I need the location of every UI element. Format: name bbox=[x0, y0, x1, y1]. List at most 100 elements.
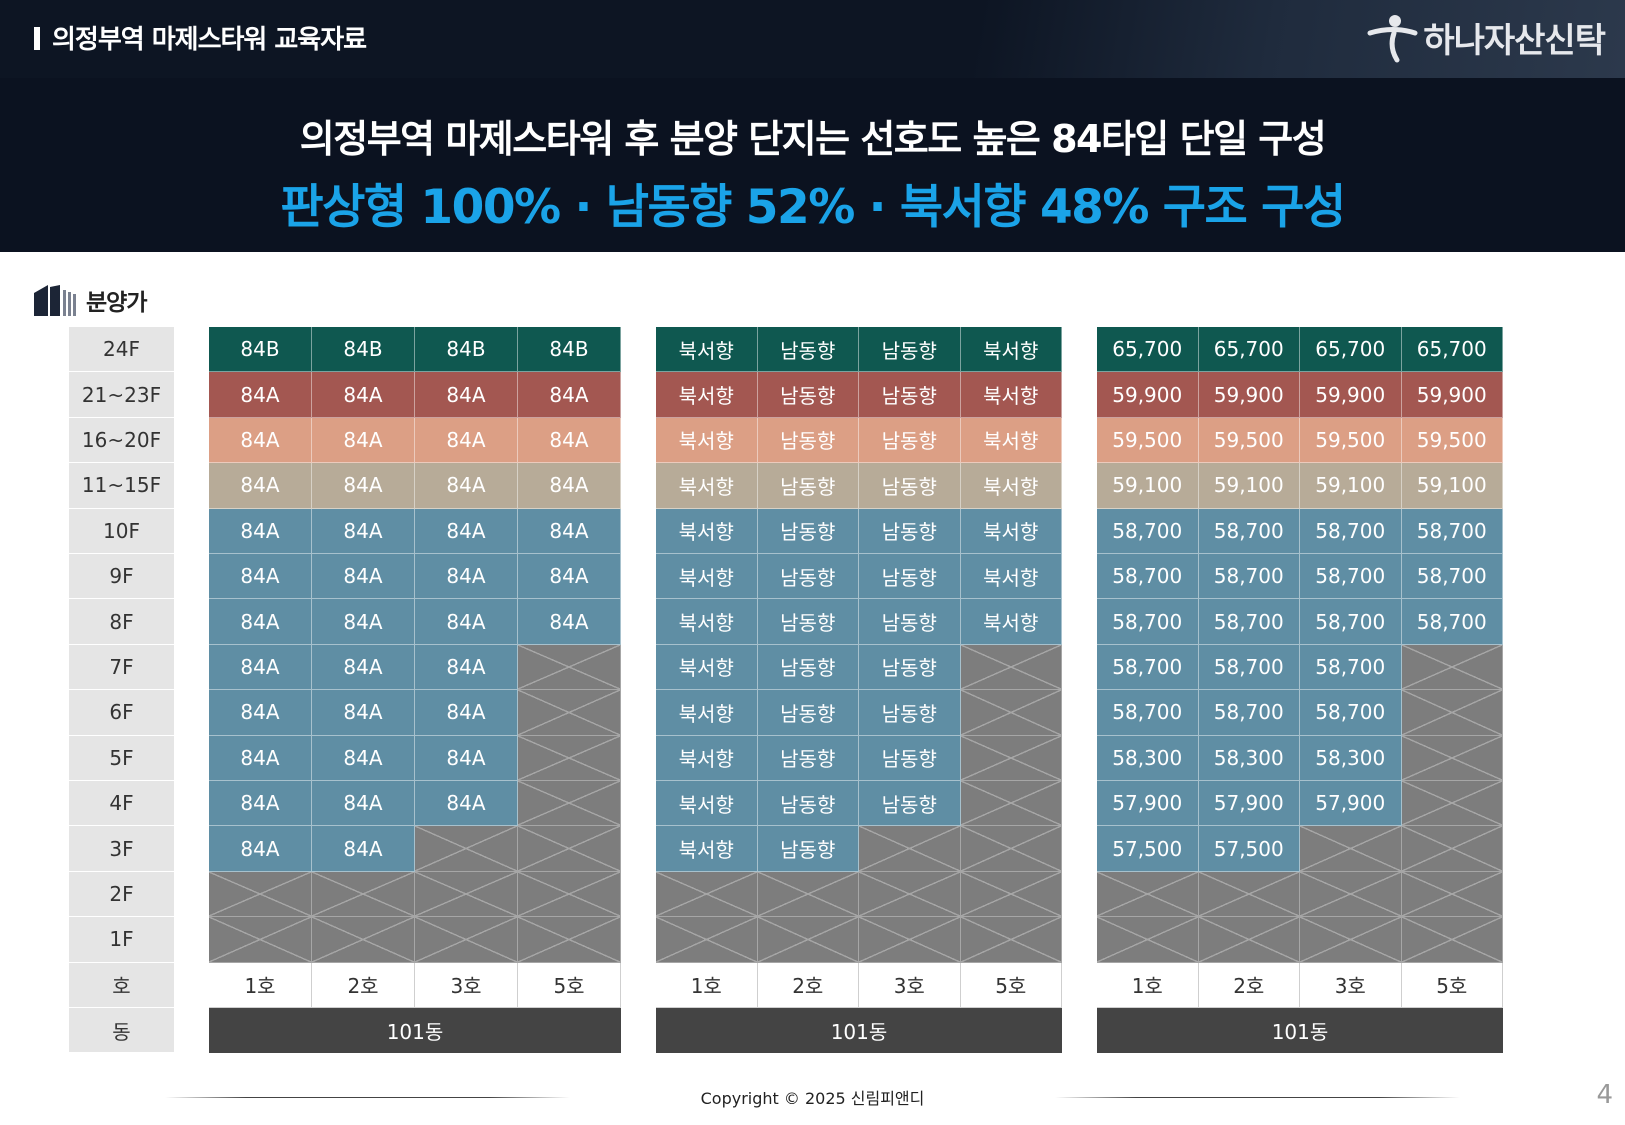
type-table-unit-label: 3호 bbox=[415, 962, 518, 1008]
direction-table-cell: 남동향 bbox=[757, 463, 859, 509]
direction-table-unit-label: 5호 bbox=[960, 962, 1062, 1008]
floor-label: 7F bbox=[69, 644, 174, 691]
price-table-empty-cell bbox=[1198, 871, 1300, 918]
type-table-empty-cell bbox=[518, 917, 621, 963]
type-table-cell: 84A bbox=[415, 417, 518, 464]
floor-label: 21~23F bbox=[69, 372, 174, 418]
floor-label: 3F bbox=[69, 826, 174, 872]
type-table-cell: 84A bbox=[209, 781, 312, 827]
price-table-cell: 58,700 bbox=[1097, 690, 1199, 736]
type-table-cell: 84A bbox=[518, 508, 621, 554]
type-table-empty-cell bbox=[415, 917, 518, 963]
floor-label: 16~20F bbox=[69, 417, 174, 464]
type-table-cell: 84A bbox=[312, 735, 415, 781]
direction-table-empty-cell bbox=[960, 826, 1062, 872]
direction-table-cell: 남동향 bbox=[757, 327, 859, 373]
direction-table-cell: 남동향 bbox=[757, 781, 859, 827]
type-table-cell: 84A bbox=[209, 644, 312, 691]
price-table-cell: 58,300 bbox=[1198, 735, 1300, 781]
price-table-cell: 58,700 bbox=[1097, 554, 1199, 600]
price-table-cell: 57,900 bbox=[1097, 781, 1199, 827]
row-label-unit: 호 bbox=[69, 962, 174, 1008]
type-table-cell: 84A bbox=[415, 644, 518, 691]
direction-table-cell: 남동향 bbox=[859, 372, 961, 418]
top-bar: 의정부역 마제스타워 교육자료 하나자산신탁 bbox=[0, 0, 1625, 78]
price-table-cell: 58,700 bbox=[1097, 599, 1199, 645]
type-table-empty-cell bbox=[518, 690, 621, 736]
direction-table-cell: 남동향 bbox=[859, 554, 961, 600]
price-table-cell: 59,900 bbox=[1401, 372, 1503, 418]
direction-table-cell: 남동향 bbox=[757, 599, 859, 645]
price-table-empty-cell bbox=[1401, 644, 1503, 691]
price-table-cell: 58,700 bbox=[1401, 508, 1503, 554]
direction-table-cell: 북서향 bbox=[656, 781, 758, 827]
direction-table-empty-cell bbox=[656, 917, 758, 963]
type-table-unit-label: 2호 bbox=[312, 962, 415, 1008]
price-table-cell: 58,700 bbox=[1198, 599, 1300, 645]
type-table-cell: 84A bbox=[415, 508, 518, 554]
price-table-cell: 58,700 bbox=[1401, 554, 1503, 600]
direction-table-cell: 남동향 bbox=[859, 599, 961, 645]
type-table-cell: 84A bbox=[209, 463, 312, 509]
direction-table-cell: 남동향 bbox=[757, 826, 859, 872]
direction-table-empty-cell bbox=[960, 644, 1062, 691]
type-table-building-label: 101동 bbox=[209, 1008, 621, 1054]
price-table-empty-cell bbox=[1300, 826, 1402, 872]
direction-table-unit-label: 3호 bbox=[859, 962, 961, 1008]
type-table-cell: 84A bbox=[518, 463, 621, 509]
direction-table-building-label: 101동 bbox=[656, 1008, 1062, 1054]
price-table-empty-cell bbox=[1401, 871, 1503, 918]
title-marker bbox=[34, 27, 40, 50]
direction-table-empty-cell bbox=[757, 871, 859, 918]
direction-table-cell: 북서향 bbox=[656, 372, 758, 418]
price-table-cell: 58,700 bbox=[1198, 508, 1300, 554]
section-title: 분양가 bbox=[86, 290, 147, 316]
type-table-cell: 84A bbox=[312, 644, 415, 691]
price-table-cell: 59,900 bbox=[1198, 372, 1300, 418]
type-table-cell: 84A bbox=[518, 554, 621, 600]
type-table-cell: 84B bbox=[415, 327, 518, 373]
direction-table-cell: 북서향 bbox=[960, 463, 1062, 509]
price-table-unit-label: 1호 bbox=[1097, 962, 1199, 1008]
price-table-unit-label: 2호 bbox=[1198, 962, 1300, 1008]
price-table-cell: 58,300 bbox=[1097, 735, 1199, 781]
type-table-cell: 84A bbox=[312, 690, 415, 736]
direction-table-empty-cell bbox=[757, 917, 859, 963]
price-table-cell: 58,700 bbox=[1300, 599, 1402, 645]
price-table-cell: 59,100 bbox=[1300, 463, 1402, 509]
direction-table-unit-label: 2호 bbox=[757, 962, 859, 1008]
type-table-cell: 84A bbox=[312, 508, 415, 554]
section-header: 분양가 bbox=[34, 282, 147, 318]
type-table-cell: 84A bbox=[518, 599, 621, 645]
price-table-cell: 58,700 bbox=[1401, 599, 1503, 645]
type-table-cell: 84A bbox=[415, 735, 518, 781]
direction-table-cell: 북서향 bbox=[656, 463, 758, 509]
direction-table-cell: 북서향 bbox=[656, 327, 758, 373]
direction-table-empty-cell bbox=[859, 917, 961, 963]
price-table-cell: 57,500 bbox=[1097, 826, 1199, 872]
floor-label: 2F bbox=[69, 871, 174, 918]
type-table-cell: 84A bbox=[209, 372, 312, 418]
price-table-unit-label: 5호 bbox=[1401, 962, 1503, 1008]
price-table-empty-cell bbox=[1401, 917, 1503, 963]
row-label-building: 동 bbox=[69, 1008, 174, 1054]
floor-label: 8F bbox=[69, 599, 174, 645]
price-table-cell: 58,700 bbox=[1300, 690, 1402, 736]
type-table-cell: 84A bbox=[415, 781, 518, 827]
direction-table-cell: 남동향 bbox=[859, 508, 961, 554]
direction-table-cell: 남동향 bbox=[757, 554, 859, 600]
type-table-cell: 84B bbox=[312, 327, 415, 373]
footer-divider-right bbox=[1055, 1097, 1460, 1098]
floor-label: 5F bbox=[69, 735, 174, 781]
type-table-cell: 84A bbox=[415, 599, 518, 645]
type-table-empty-cell bbox=[209, 871, 312, 918]
price-table-cell: 57,500 bbox=[1198, 826, 1300, 872]
floor-label: 4F bbox=[69, 781, 174, 827]
price-table-cell: 58,700 bbox=[1300, 554, 1402, 600]
direction-table-cell: 북서향 bbox=[960, 508, 1062, 554]
price-table-cell: 59,100 bbox=[1097, 463, 1199, 509]
direction-table-cell: 북서향 bbox=[656, 826, 758, 872]
price-table-cell: 59,500 bbox=[1401, 417, 1503, 464]
price-table-empty-cell bbox=[1300, 917, 1402, 963]
direction-table-cell: 북서향 bbox=[656, 508, 758, 554]
